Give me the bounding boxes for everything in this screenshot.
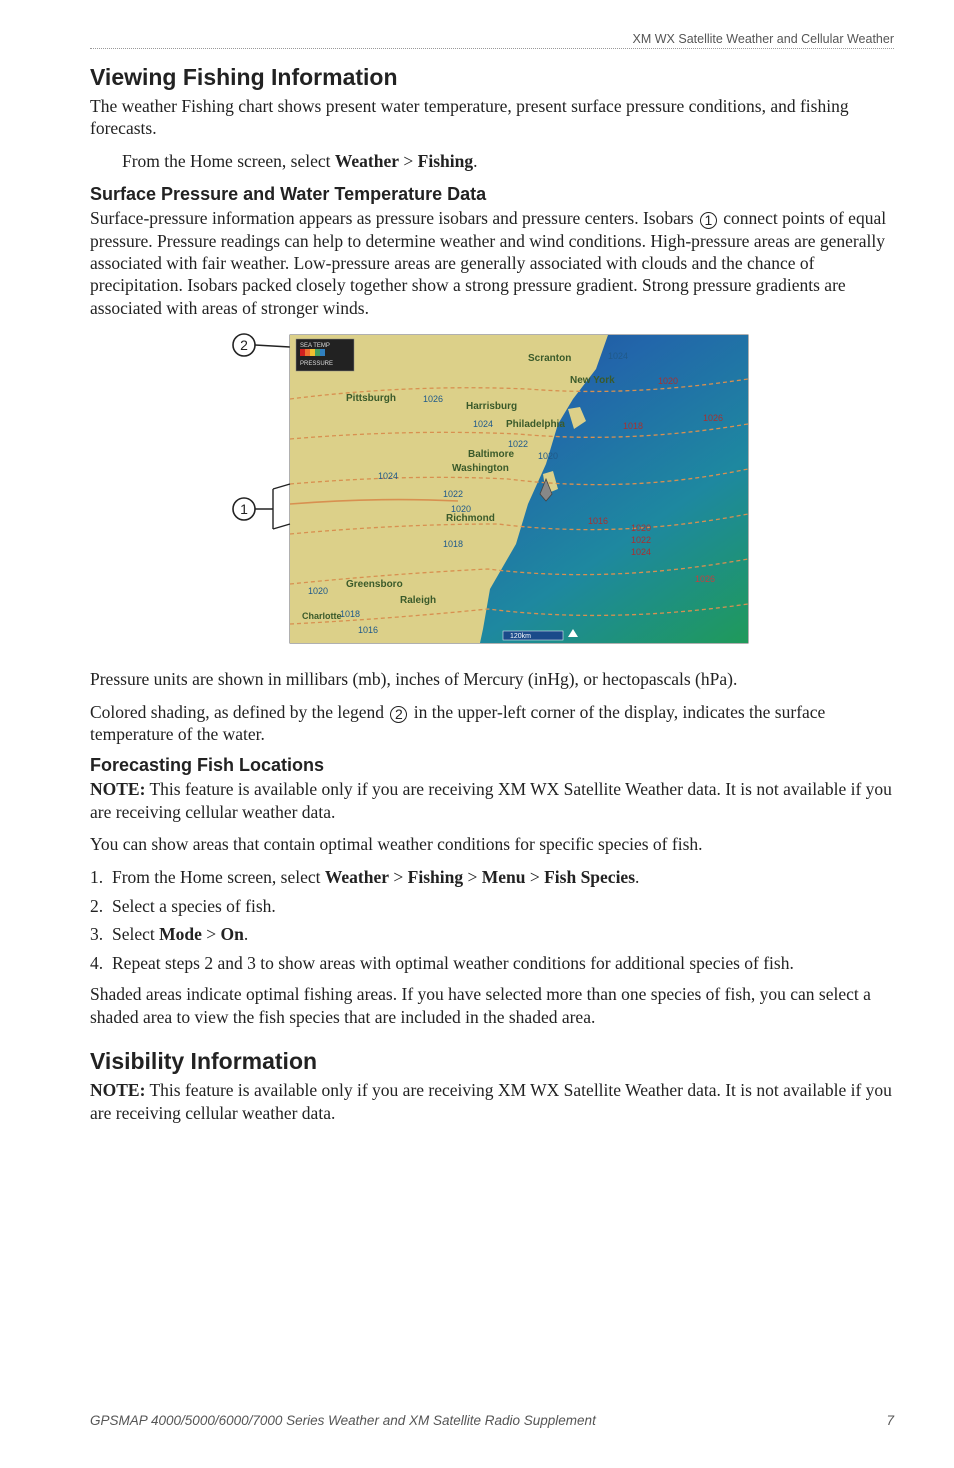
step1-fishspecies: Fish Species xyxy=(544,867,635,887)
subsection-title-forecasting: Forecasting Fish Locations xyxy=(90,755,894,776)
iso-1026: 1026 xyxy=(423,394,443,404)
iso-1018r: 1018 xyxy=(623,421,643,431)
iso-1022f: 1022 xyxy=(631,535,651,545)
city-newyork: New York xyxy=(570,375,615,386)
iso-1022a: 1022 xyxy=(508,439,528,449)
step3-end: . xyxy=(244,924,248,944)
pressure-units-text: Pressure units are shown in millibars (m… xyxy=(90,668,894,690)
step-3: Select Mode > On. xyxy=(90,922,894,947)
iso-1020b: 1020 xyxy=(451,504,471,514)
note-label-1: NOTE: xyxy=(90,779,145,799)
step-1: From the Home screen, select Weather > F… xyxy=(90,865,894,890)
city-harrisburg: Harrisburg xyxy=(466,401,517,412)
step1-menu: Menu xyxy=(482,867,526,887)
page-footer: GPSMAP 4000/5000/6000/7000 Series Weathe… xyxy=(90,1413,894,1428)
iso-1020f: 1020 xyxy=(631,523,651,533)
iso-1024c: 1024 xyxy=(378,471,398,481)
step1-pre: From the Home screen, select xyxy=(112,867,325,887)
nav-suffix: . xyxy=(473,151,477,171)
sep3: > xyxy=(202,924,221,944)
step1-fishing: Fishing xyxy=(408,867,463,887)
city-charlotte: Charlotte xyxy=(302,611,342,621)
footer-left: GPSMAP 4000/5000/6000/7000 Series Weathe… xyxy=(90,1413,596,1428)
forecasting-note: NOTE: This feature is available only if … xyxy=(90,778,894,823)
iso-1016b: 1016 xyxy=(358,625,378,635)
weather-map-figure: 2 SEA TEMP xyxy=(90,329,894,654)
city-pittsburgh: Pittsburgh xyxy=(346,393,396,404)
step-2: Select a species of fish. xyxy=(90,894,894,919)
note-label-2: NOTE: xyxy=(90,1080,145,1100)
legend-explanation-text: Colored shading, as defined by the legen… xyxy=(90,701,894,746)
map-legend: SEA TEMP PRESSURE xyxy=(296,339,354,371)
iso-1018a: 1018 xyxy=(443,539,463,549)
visibility-note: NOTE: This feature is available only if … xyxy=(90,1079,894,1124)
legend-pre: Colored shading, as defined by the legen… xyxy=(90,702,388,722)
sep1b: > xyxy=(463,867,482,887)
forecasting-closing: Shaded areas indicate optimal fishing ar… xyxy=(90,983,894,1028)
iso-1016: 1016 xyxy=(588,516,608,526)
iso-1020a: 1020 xyxy=(538,451,558,461)
iso-1022b: 1022 xyxy=(443,489,463,499)
header-rule xyxy=(90,48,894,49)
nav-sep-1: > xyxy=(399,151,418,171)
step3-mode: Mode xyxy=(159,924,202,944)
city-scranton: Scranton xyxy=(528,353,571,364)
step3-on: On xyxy=(221,924,244,944)
step1-weather: Weather xyxy=(325,867,389,887)
iso-1026r: 1026 xyxy=(703,413,723,423)
step-4: Repeat steps 2 and 3 to show areas with … xyxy=(90,951,894,976)
callout-2: 2 xyxy=(233,334,290,356)
city-philadelphia: Philadelphia xyxy=(506,419,565,430)
note-text-1: This feature is available only if you ar… xyxy=(90,779,892,821)
fishing-intro: The weather Fishing chart shows present … xyxy=(90,95,894,140)
sp-pre: Surface-pressure information appears as … xyxy=(90,208,698,228)
forecasting-steps: From the Home screen, select Weather > F… xyxy=(90,865,894,975)
nav-fishing: Fishing xyxy=(418,151,473,171)
iso-1024b: 1024 xyxy=(473,419,493,429)
scale-text: 120km xyxy=(510,633,531,640)
city-raleigh: Raleigh xyxy=(400,595,436,606)
sep1a: > xyxy=(389,867,408,887)
footer-page-number: 7 xyxy=(886,1413,894,1428)
callout-1: 1 xyxy=(233,484,290,529)
iso-1020r: 1020 xyxy=(658,376,678,386)
section-title-visibility: Visibility Information xyxy=(90,1048,894,1075)
note-text-2: This feature is available only if you ar… xyxy=(90,1080,892,1122)
callout-2-text: 2 xyxy=(240,337,248,353)
iso-1020c: 1020 xyxy=(308,586,328,596)
callout-1-text: 1 xyxy=(240,501,248,517)
subsection-title-surface-pressure: Surface Pressure and Water Temperature D… xyxy=(90,184,894,205)
weather-map-svg: 2 SEA TEMP xyxy=(228,329,756,649)
legend-title: SEA TEMP xyxy=(300,343,330,349)
iso-1024f: 1024 xyxy=(631,547,651,557)
city-richmond: Richmond xyxy=(446,513,495,524)
header-right-text: XM WX Satellite Weather and Cellular Wea… xyxy=(633,32,894,46)
city-baltimore: Baltimore xyxy=(468,449,515,460)
legend-pressure: PRESSURE xyxy=(300,361,333,367)
nav-weather: Weather xyxy=(335,151,399,171)
city-washington: Washington xyxy=(452,463,509,474)
nav-prefix: From the Home screen, select xyxy=(122,151,335,171)
circled-2-inline: 2 xyxy=(390,706,407,723)
fishing-nav-path: From the Home screen, select Weather > F… xyxy=(122,150,894,172)
circled-1-inline: 1 xyxy=(700,212,717,229)
iso-1024a: 1024 xyxy=(608,351,628,361)
iso-1026f: 1026 xyxy=(695,574,715,584)
section-title-fishing: Viewing Fishing Information xyxy=(90,64,894,91)
surface-pressure-para: Surface-pressure information appears as … xyxy=(90,207,894,319)
forecasting-intro: You can show areas that contain optimal … xyxy=(90,833,894,855)
step1-end: . xyxy=(635,867,639,887)
step3-pre: Select xyxy=(112,924,159,944)
iso-1018b: 1018 xyxy=(340,609,360,619)
sep1c: > xyxy=(525,867,544,887)
city-greensboro: Greensboro xyxy=(346,579,403,590)
